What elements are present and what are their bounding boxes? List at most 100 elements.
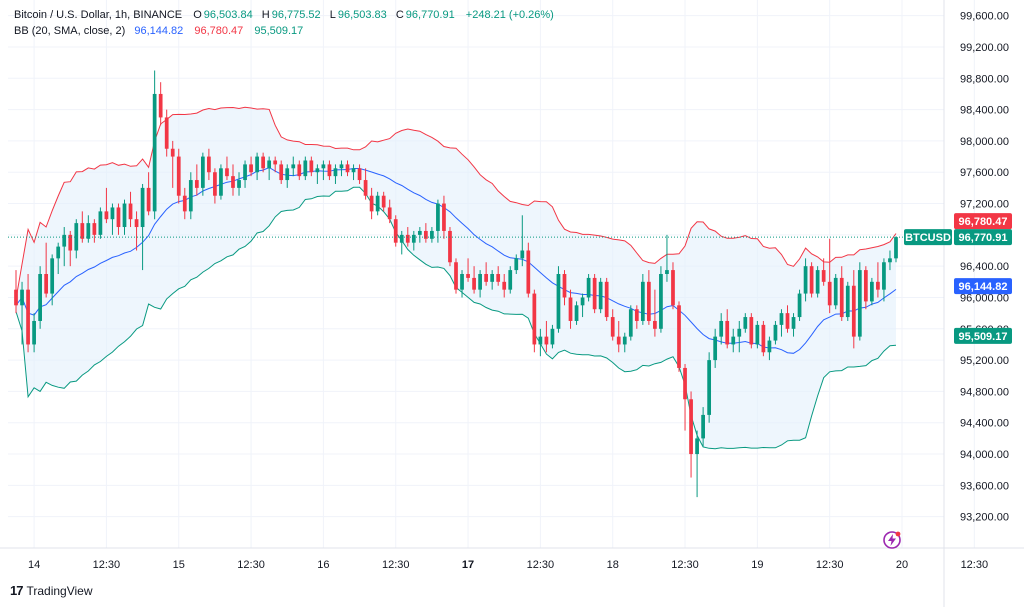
- time-axis[interactable]: 14 12:30 15 12:30 16 12:30 17 12:30 18 12:30 19 12:…: [28, 559, 988, 571]
- candle: [387, 199, 392, 224]
- candle-body: [514, 258, 519, 271]
- bollinger-basis-line: [15, 166, 897, 354]
- candle: [225, 156, 229, 181]
- candle: [562, 270, 567, 306]
- candle: [68, 230, 73, 267]
- tradingview-branding[interactable]: 17 TradingView: [10, 583, 93, 598]
- low-value: 96,503.83: [337, 9, 387, 21]
- lower-band-tag: 95,509.17: [954, 327, 1012, 344]
- candle: [634, 305, 639, 329]
- candle: [74, 219, 79, 259]
- candle: [339, 160, 344, 177]
- candle-body: [876, 281, 880, 290]
- candle: [219, 164, 223, 200]
- time-tick-label: 17: [462, 559, 474, 571]
- bb-lower-value: 95,509.17: [254, 25, 304, 37]
- candle: [689, 391, 693, 478]
- candle-body: [225, 168, 229, 177]
- candle-body: [845, 285, 850, 318]
- candle-body: [152, 93, 157, 212]
- time-tick-label: 16: [317, 559, 329, 571]
- candle: [321, 160, 326, 181]
- candle-body: [779, 313, 784, 325]
- candle: [478, 270, 482, 298]
- candle: [779, 309, 784, 337]
- candle: [707, 352, 712, 423]
- change-value: +248.21 (+0.26%): [465, 9, 554, 21]
- candle-body: [870, 281, 874, 302]
- brand-name: TradingView: [26, 583, 93, 598]
- candle: [194, 164, 199, 196]
- candle-body: [851, 285, 856, 337]
- candle-body: [882, 262, 886, 290]
- price-tags: 96,780.47 BTCUSD 96,770.91 96,144.82 95,509.…: [904, 213, 1012, 344]
- candle: [821, 258, 826, 286]
- candle-body: [484, 274, 489, 282]
- candle-body: [158, 93, 163, 118]
- candle: [44, 242, 49, 298]
- candle: [695, 430, 699, 498]
- candle-body: [556, 274, 561, 329]
- candle: [80, 211, 85, 243]
- candle: [803, 258, 808, 302]
- candle: [92, 219, 97, 243]
- price-tick-label: 93,600.00: [960, 480, 1009, 492]
- candle: [231, 164, 235, 196]
- candle-body: [285, 168, 290, 181]
- candle: [98, 207, 103, 239]
- candle-body: [194, 180, 199, 188]
- candle-body: [309, 160, 314, 173]
- candle: [303, 156, 308, 181]
- candle-body: [68, 234, 73, 251]
- candle: [604, 277, 609, 321]
- candle: [363, 168, 368, 200]
- candle-body: [659, 274, 663, 329]
- candle-body: [207, 156, 211, 173]
- candle: [110, 203, 115, 235]
- candle: [737, 320, 742, 353]
- candle: [472, 266, 476, 294]
- candle: [863, 266, 868, 310]
- candle: [207, 148, 211, 181]
- candle: [399, 230, 404, 255]
- close-label: C: [395, 9, 404, 21]
- candle: [731, 328, 736, 353]
- candle: [767, 336, 772, 361]
- candle: [50, 254, 55, 306]
- candle-body: [345, 164, 350, 173]
- price-tick-label: 99,600.00: [960, 11, 1009, 23]
- price-axis[interactable]: 99,600.00 99,200.00 98,800.00 98,400.00 98,0…: [960, 11, 1009, 524]
- candle-body: [586, 277, 591, 298]
- candle: [526, 242, 531, 298]
- candle: [38, 266, 42, 329]
- candle: [574, 301, 579, 325]
- candle: [423, 223, 428, 243]
- price-tick-label: 98,000.00: [960, 136, 1009, 148]
- candle-body: [448, 230, 452, 263]
- candle: [851, 270, 856, 349]
- candle-body: [128, 203, 133, 220]
- candle: [14, 270, 18, 314]
- bb-basis-value: 96,144.82: [134, 25, 184, 37]
- candle: [357, 164, 362, 184]
- symbol-title: Bitcoin / U.S. Dollar, 1h, BINANCE: [14, 9, 183, 21]
- candle: [496, 266, 501, 286]
- candle-body: [731, 336, 736, 345]
- candle-body: [833, 277, 838, 306]
- candle: [827, 238, 832, 314]
- candle-body: [417, 230, 422, 235]
- candle: [857, 262, 862, 341]
- candle-body: [363, 180, 368, 196]
- open-label: O: [193, 9, 202, 21]
- candle: [279, 160, 284, 184]
- candle: [56, 242, 61, 274]
- candle-body: [146, 187, 151, 212]
- candle: [544, 320, 549, 353]
- lightning-icon[interactable]: [882, 530, 902, 550]
- candle: [176, 148, 181, 204]
- candle-body: [725, 320, 730, 345]
- candle-body: [562, 274, 567, 298]
- candle: [369, 187, 374, 220]
- candle-body: [737, 328, 742, 337]
